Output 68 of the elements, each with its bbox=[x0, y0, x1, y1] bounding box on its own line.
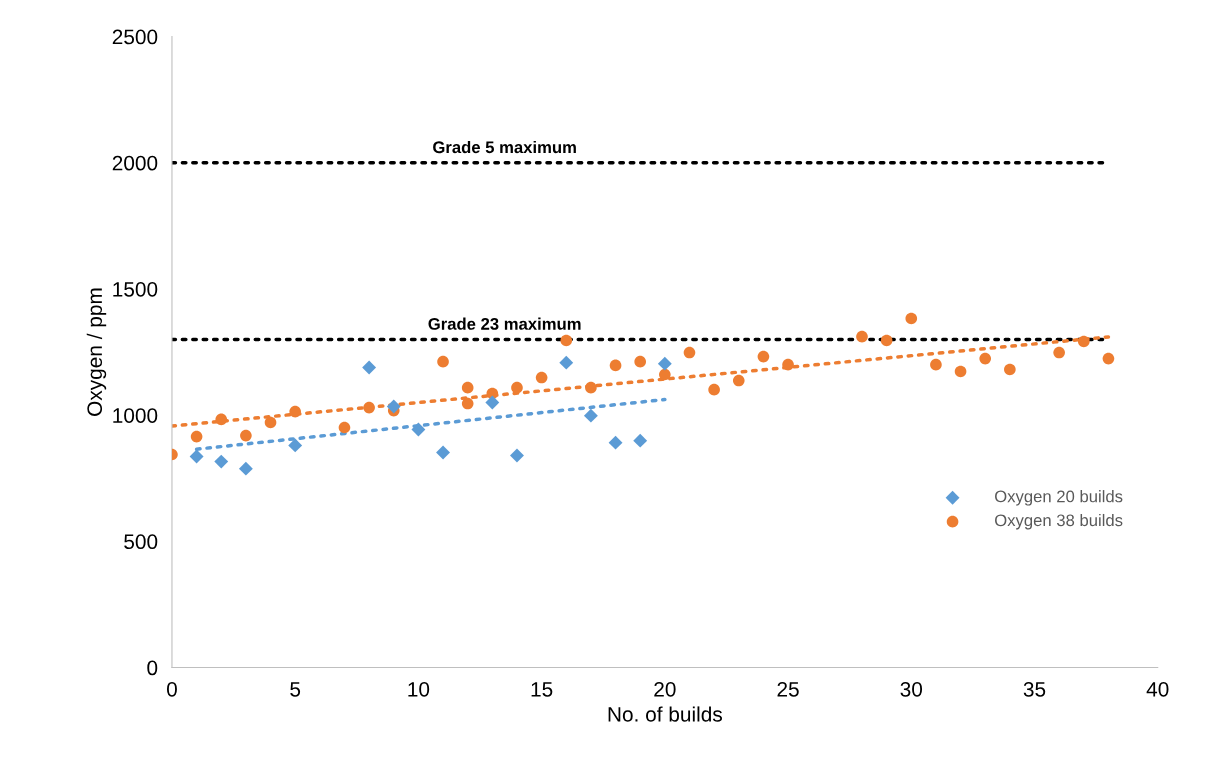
point bbox=[386, 399, 401, 414]
ref-line-label: Grade 23 maximum bbox=[428, 317, 581, 330]
y-tick-label: 500 bbox=[124, 534, 158, 550]
x-tick-label: 20 bbox=[654, 681, 676, 697]
point bbox=[905, 312, 918, 325]
point bbox=[214, 454, 229, 469]
legend-label: Oxygen 38 builds bbox=[995, 513, 1123, 530]
point bbox=[880, 334, 893, 347]
x-tick-label: 30 bbox=[900, 681, 923, 697]
point bbox=[657, 356, 672, 371]
y-axis-title: Oxygen / ppm bbox=[86, 288, 107, 416]
point bbox=[782, 358, 794, 371]
point bbox=[338, 421, 351, 434]
point bbox=[461, 381, 474, 394]
point bbox=[609, 359, 622, 372]
point bbox=[411, 422, 426, 437]
point bbox=[240, 429, 252, 442]
point bbox=[511, 381, 523, 394]
point bbox=[1004, 363, 1016, 376]
point bbox=[930, 358, 942, 371]
point bbox=[238, 461, 253, 476]
point bbox=[363, 401, 375, 414]
x-tick-label: 35 bbox=[1023, 681, 1046, 697]
point bbox=[189, 449, 204, 464]
point bbox=[979, 352, 992, 365]
point bbox=[659, 368, 671, 381]
y-tick-label: 0 bbox=[147, 660, 158, 676]
x-tick-label: 10 bbox=[408, 681, 430, 697]
point bbox=[583, 408, 598, 423]
point bbox=[264, 416, 277, 429]
point bbox=[608, 435, 623, 450]
point bbox=[436, 445, 450, 460]
point bbox=[757, 350, 770, 363]
point bbox=[633, 433, 648, 448]
x-tick-label: 40 bbox=[1146, 681, 1169, 697]
x-tick-label: 0 bbox=[166, 681, 177, 697]
point bbox=[856, 330, 868, 343]
point bbox=[683, 346, 696, 359]
y-tick-label: 2500 bbox=[112, 29, 158, 45]
x-tick-label: 15 bbox=[531, 682, 553, 697]
y-tick-label: 2000 bbox=[112, 155, 158, 171]
point bbox=[437, 355, 449, 368]
x-tick-label: 5 bbox=[290, 682, 301, 697]
point bbox=[634, 355, 647, 368]
y-tick-label: 1000 bbox=[113, 408, 158, 423]
point bbox=[559, 355, 574, 370]
point bbox=[485, 395, 500, 410]
point bbox=[1077, 335, 1090, 348]
point bbox=[708, 383, 720, 396]
point bbox=[190, 430, 203, 443]
point bbox=[732, 374, 745, 387]
point bbox=[535, 371, 548, 384]
x-tick-label: 25 bbox=[777, 681, 799, 697]
y-tick-label: 1500 bbox=[113, 281, 158, 297]
legend-label: Oxygen 20 builds bbox=[995, 490, 1123, 506]
point bbox=[585, 381, 597, 394]
point bbox=[362, 360, 377, 375]
point bbox=[461, 397, 474, 410]
point bbox=[1053, 346, 1065, 359]
point bbox=[289, 405, 301, 418]
point bbox=[1102, 352, 1115, 365]
x-axis-title: No. of builds bbox=[608, 706, 722, 722]
point bbox=[215, 413, 228, 426]
point bbox=[288, 438, 303, 453]
ref-line-label: Grade 5 maximum bbox=[433, 140, 576, 154]
point bbox=[954, 365, 967, 378]
point bbox=[560, 334, 573, 347]
point bbox=[510, 448, 524, 463]
